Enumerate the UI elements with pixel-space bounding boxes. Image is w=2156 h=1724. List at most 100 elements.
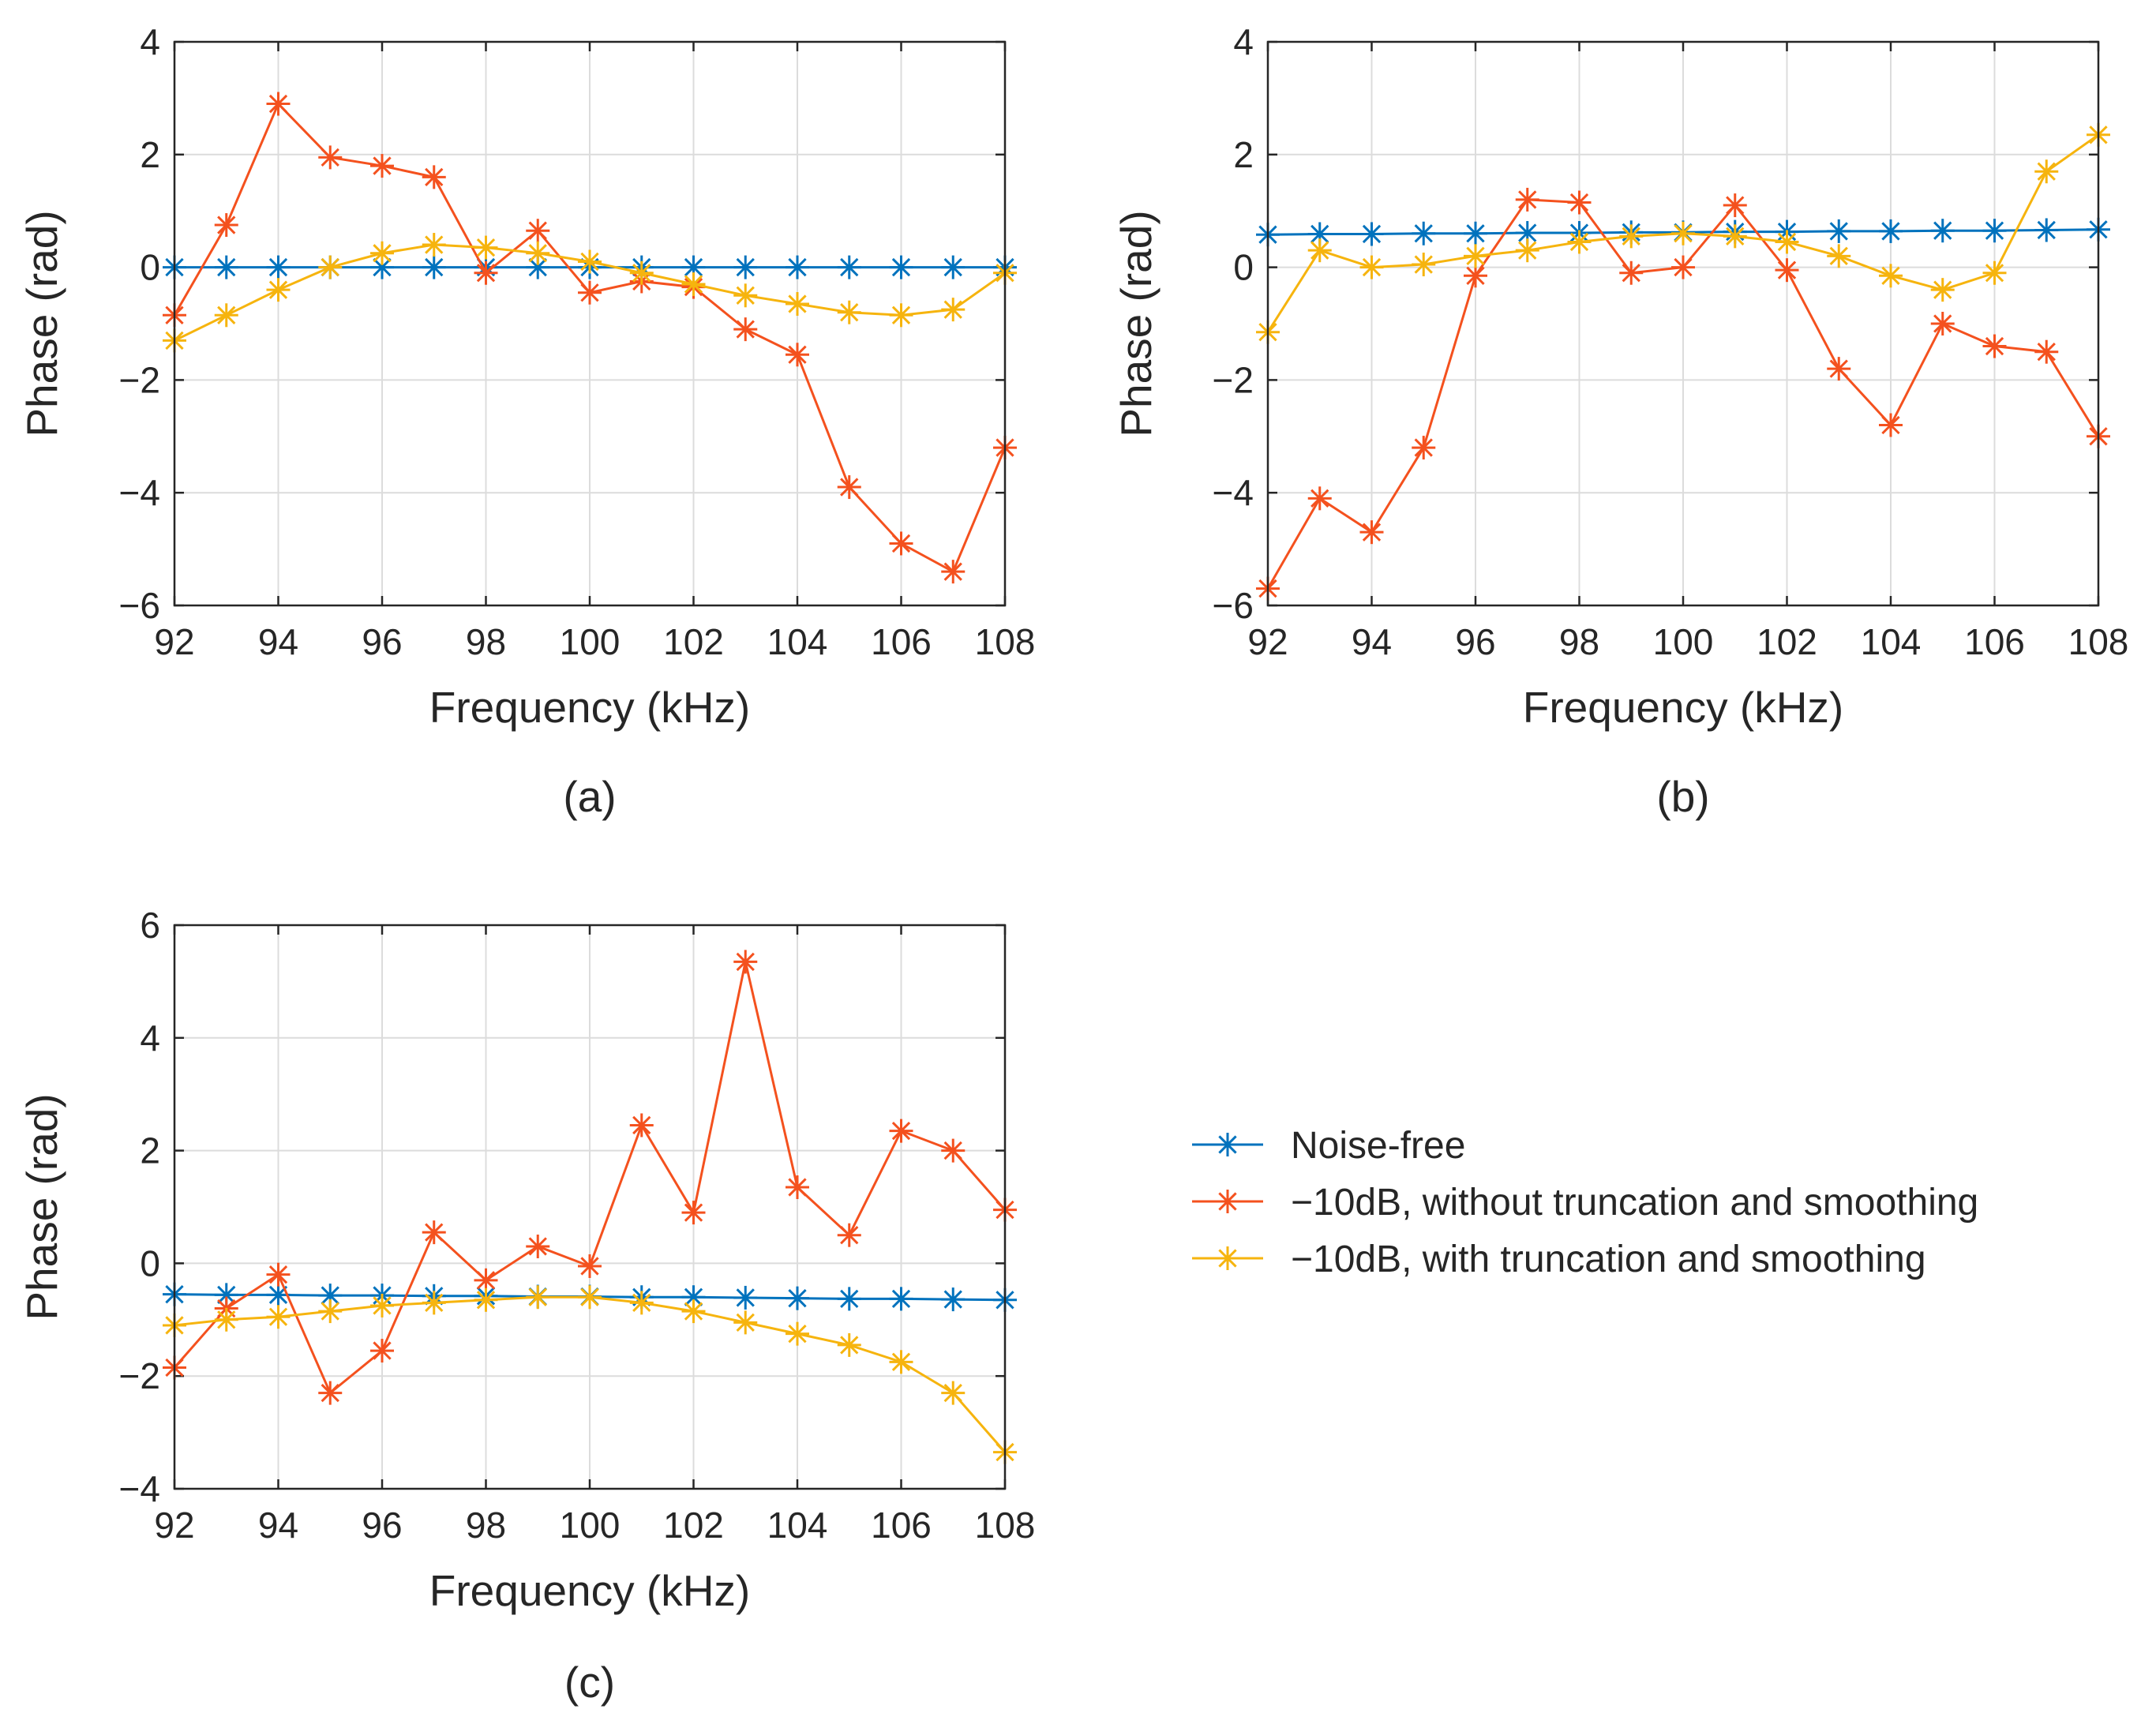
data-point xyxy=(474,1287,498,1312)
y-tick-label: −4 xyxy=(119,1468,160,1509)
data-point xyxy=(370,241,394,265)
data-point xyxy=(1827,244,1851,268)
data-point xyxy=(889,1287,913,1311)
data-point xyxy=(370,1339,394,1363)
y-tick-label: −2 xyxy=(119,1355,160,1396)
data-point xyxy=(1515,238,1539,263)
y-tick-label: 0 xyxy=(1233,247,1254,288)
data-point xyxy=(370,154,394,178)
data-point xyxy=(1307,238,1332,263)
legend-label: −10dB, with truncation and smoothing xyxy=(1291,1239,1926,1280)
panel-caption: (b) xyxy=(1656,772,1709,821)
y-axis-label: Phase (rad) xyxy=(1112,210,1160,437)
data-point xyxy=(733,1285,758,1310)
data-point xyxy=(526,1234,550,1258)
data-point xyxy=(1723,224,1747,249)
series-with xyxy=(163,233,1017,353)
y-tick-label: −6 xyxy=(1213,585,1254,626)
y-axis-label: Phase (rad) xyxy=(17,210,66,437)
data-point xyxy=(629,1291,654,1315)
y-tick-label: 0 xyxy=(140,247,160,288)
data-point xyxy=(1879,264,1903,288)
data-point xyxy=(1567,230,1592,254)
data-point xyxy=(786,292,809,317)
data-point xyxy=(889,303,913,328)
y-tick-label: 2 xyxy=(140,134,160,175)
data-point xyxy=(889,1350,913,1374)
series-with xyxy=(1256,122,2110,344)
x-tick-label: 96 xyxy=(362,621,402,662)
legend-marker xyxy=(1216,1190,1239,1213)
data-point xyxy=(422,165,446,189)
data-point xyxy=(370,1293,394,1317)
data-point xyxy=(266,92,291,116)
data-point xyxy=(474,235,498,260)
y-tick-label: −4 xyxy=(119,472,160,513)
legend-marker xyxy=(1216,1133,1239,1156)
data-point xyxy=(1982,219,2007,243)
data-point xyxy=(1982,334,2007,358)
data-point xyxy=(214,303,238,328)
data-point xyxy=(1359,520,1384,545)
x-tick-label: 94 xyxy=(258,621,298,662)
data-point xyxy=(733,317,758,342)
x-tick-label: 92 xyxy=(1247,621,1288,662)
data-point xyxy=(1359,222,1384,246)
axes-frame xyxy=(173,40,1007,607)
data-point xyxy=(1567,190,1592,215)
data-point xyxy=(1671,255,1695,279)
legend-label: Noise-free xyxy=(1291,1125,1465,1167)
y-tick-label: −6 xyxy=(119,585,160,626)
data-point xyxy=(786,255,809,279)
x-tick-label: 108 xyxy=(2068,621,2129,662)
y-tick-label: 4 xyxy=(140,21,160,62)
x-tick-label: 108 xyxy=(975,621,1036,662)
data-point xyxy=(474,260,498,285)
data-point xyxy=(214,1283,238,1307)
data-point xyxy=(1827,357,1851,381)
data-point xyxy=(526,241,550,265)
x-tick-label: 96 xyxy=(1455,621,1495,662)
data-point xyxy=(1930,312,1955,335)
x-tick-label: 94 xyxy=(258,1505,298,1546)
x-tick-label: 104 xyxy=(767,621,828,662)
x-tick-label: 102 xyxy=(663,1505,724,1546)
data-point xyxy=(1982,260,2007,285)
data-point xyxy=(889,255,913,279)
data-point xyxy=(786,1286,809,1310)
panel-c: 92 94 96 98 100 102 104 106 108 −4 −2 0 2 4 6 Frequency… xyxy=(17,905,1035,1707)
data-point xyxy=(318,1381,343,1405)
data-point xyxy=(578,280,602,305)
data-point xyxy=(1775,230,1799,254)
data-point xyxy=(1464,221,1487,245)
y-tick-label: −4 xyxy=(1213,472,1254,513)
data-point xyxy=(1930,219,1955,243)
data-point xyxy=(786,1321,809,1346)
x-tick-label: 100 xyxy=(560,621,621,662)
data-point xyxy=(837,1332,861,1357)
y-axis-label: Phase (rad) xyxy=(17,1093,66,1320)
data-point xyxy=(941,1381,966,1405)
data-point xyxy=(578,249,602,274)
data-point xyxy=(1307,222,1332,246)
data-point xyxy=(1879,413,1903,437)
data-point xyxy=(1307,486,1332,511)
x-tick-label: 96 xyxy=(362,1505,402,1546)
x-tick-label: 92 xyxy=(154,1505,194,1546)
y-tick-label: 6 xyxy=(140,905,160,946)
y-tick-label: −2 xyxy=(119,359,160,400)
x-tick-label: 108 xyxy=(975,1505,1036,1546)
data-point xyxy=(837,300,861,324)
data-point xyxy=(733,255,758,279)
data-point xyxy=(578,1285,602,1310)
data-point xyxy=(681,272,706,297)
data-point xyxy=(2034,339,2059,364)
x-tick-label: 92 xyxy=(154,621,194,662)
data-point xyxy=(266,255,291,279)
x-tick-label: 94 xyxy=(1352,621,1392,662)
x-tick-label: 100 xyxy=(1653,621,1714,662)
data-point xyxy=(266,1305,291,1329)
x-tick-label: 98 xyxy=(1559,621,1599,662)
legend: Noise-free −10dB, without truncation and … xyxy=(1192,1125,1978,1280)
data-point xyxy=(1671,221,1695,245)
